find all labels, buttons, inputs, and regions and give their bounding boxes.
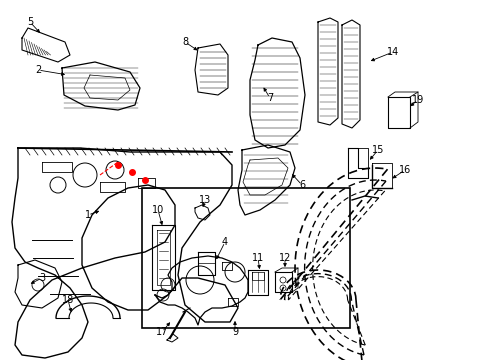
Text: 15: 15 <box>371 145 384 155</box>
Text: 6: 6 <box>298 180 305 190</box>
Text: 13: 13 <box>199 195 211 205</box>
Text: 7: 7 <box>266 93 273 103</box>
Text: 10: 10 <box>152 205 164 215</box>
Text: 19: 19 <box>411 95 423 105</box>
Text: 16: 16 <box>398 165 410 175</box>
Text: 2: 2 <box>35 65 41 75</box>
Bar <box>142 188 349 328</box>
Text: 9: 9 <box>231 327 238 337</box>
Text: 14: 14 <box>386 47 398 57</box>
Text: 11: 11 <box>251 253 264 263</box>
Text: 12: 12 <box>278 253 290 263</box>
Text: 4: 4 <box>222 237 227 247</box>
Text: 3: 3 <box>39 273 45 283</box>
Text: 17: 17 <box>156 327 168 337</box>
Text: 8: 8 <box>182 37 188 47</box>
Text: 18: 18 <box>62 295 74 305</box>
Text: 1: 1 <box>85 210 91 220</box>
Text: 5: 5 <box>27 17 33 27</box>
